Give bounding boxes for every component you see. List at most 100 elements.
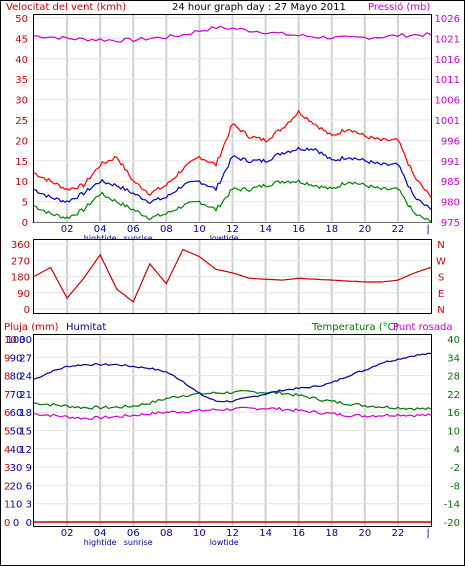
wind-avg-line [33,146,432,211]
pressure-tick-label: 980 [441,198,460,209]
event-sunrise: sunrise [124,234,153,243]
direction-tick-label: 360 [11,240,30,251]
x-tick-label: 22 [392,528,405,539]
x-tick-label: 16 [292,528,305,539]
x-tick-label: 10 [193,224,206,235]
dewpoint-line [34,406,432,421]
pressure-tick-label: 1021 [435,34,460,45]
humidity-tick-label: 60 [10,408,23,419]
x-tick-label: 02 [61,224,74,235]
temp-right-tick-label: 40 [447,335,460,346]
temp-left-tick-label: 21 [19,390,32,401]
temp-left-tick-label: 9 [26,463,32,474]
compass-letter: S [438,273,444,284]
wind-tick-label: 50 [15,14,28,25]
x-tick-label: 14 [259,528,272,539]
event-lowtide: lowtide [210,538,239,547]
pressure-tick-label: 975 [441,218,460,229]
temperature-label: Temperatura (°C) [311,322,399,333]
temp-right-tick-label: 22 [447,390,460,401]
x-tick-label: 02 [61,528,74,539]
x-tick-label: 20 [358,224,371,235]
rain-tick-label: 0 [4,518,10,529]
humidity-line [33,352,432,403]
temp-left-tick-label: 27 [19,353,32,364]
rain-tick-label: 4 [4,445,10,456]
wind-direction-panel: 360 N 270 W 180 S 90 E 0 N [11,239,446,316]
rain-tick-label: 3 [4,463,10,474]
x-tick-label: 04 [94,528,107,539]
humidity-tick-label: 30 [10,463,23,474]
x-tick-end: | [426,528,429,539]
temp-left-tick-label: 24 [19,372,32,383]
x-tick-label: 20 [358,528,371,539]
x-tick-label: 18 [325,528,338,539]
event-hightide: hightide [84,538,117,547]
humidity-tick-label: 10 [10,500,23,511]
x-tick-label: 06 [127,224,140,235]
x-tick-label: 14 [259,224,272,235]
pressure-tick-label: 1016 [435,55,460,66]
rain-tick-label: 10 [4,335,17,346]
rain-tick-label: 7 [4,390,10,401]
pressure-tick-label: 1011 [435,75,460,86]
humidity-tick-label: 80 [10,372,23,383]
x-tick-label: 08 [160,224,173,235]
pressure-tick-label: 1001 [435,116,460,127]
temp-left-tick-label: 6 [26,481,32,492]
wind-tick-label: 25 [15,116,28,127]
pressure-label: Pressió (mb) [368,1,430,13]
chart-title: 24 hour graph day : 27 Mayo 2011 [172,2,346,13]
event-lowtide: lowtide [210,234,239,243]
pressure-line [34,25,432,43]
temp-left-tick-label: 0 [26,518,32,529]
compass-letter: N [437,240,444,251]
humidity-tick-label: 40 [10,445,23,456]
x-tick-label: 08 [160,528,173,539]
event-hightide: hightide [84,234,117,243]
wind-tick-label: 40 [15,55,28,66]
direction-tick-label: 180 [11,273,30,284]
temp-left-tick-label: 30 [19,335,32,346]
temp-right-tick-label: -2 [450,463,460,474]
humidity-tick-label: 20 [10,481,23,492]
dewpoint-label: Punt rosada [393,322,452,333]
wind-tick-label: 5 [22,198,28,209]
compass-letter: W [436,256,446,267]
temp-left-tick-label: 18 [19,408,32,419]
humidity-label: Humitat [66,322,106,333]
humidity-tick-label: 90 [10,353,23,364]
temp-right-tick-label: 10 [447,427,460,438]
temp-right-tick-label: -14 [444,500,460,511]
wind-tick-label: 0 [22,218,28,229]
temp-right-tick-label: -20 [444,518,460,529]
wind-tick-label: 15 [15,157,28,168]
rain-tick-label: 9 [4,353,10,364]
rain-tick-label: 5 [4,427,10,438]
rain-tick-label: 1 [4,500,10,511]
temp-right-tick-label: 4 [454,445,460,456]
wind-speed-label: Velocitat del vent (kmh) [6,2,126,13]
wind-tick-label: 20 [15,136,28,147]
x-tick-label: 22 [392,224,405,235]
temp-left-tick-label: 12 [19,445,32,456]
wind-tick-label: 10 [15,177,28,188]
compass-letter: N [437,305,444,316]
x-tick-label: 18 [325,224,338,235]
wind-tick-label: 35 [15,75,28,86]
humidity-tick-label: 0 [13,518,19,529]
event-sunrise: sunrise [124,538,153,547]
rain-label: Pluja (mm) [4,322,59,333]
pressure-tick-label: 985 [441,177,460,188]
direction-tick-label: 90 [17,289,30,300]
wind-low-line [33,179,432,223]
pressure-tick-label: 1006 [435,96,460,107]
x-tick-label: 12 [226,528,239,539]
temp-right-tick-label: 34 [447,353,460,364]
direction-tick-label: 0 [24,305,30,316]
x-tick-label: 06 [127,528,140,539]
pressure-tick-label: 996 [441,136,460,147]
